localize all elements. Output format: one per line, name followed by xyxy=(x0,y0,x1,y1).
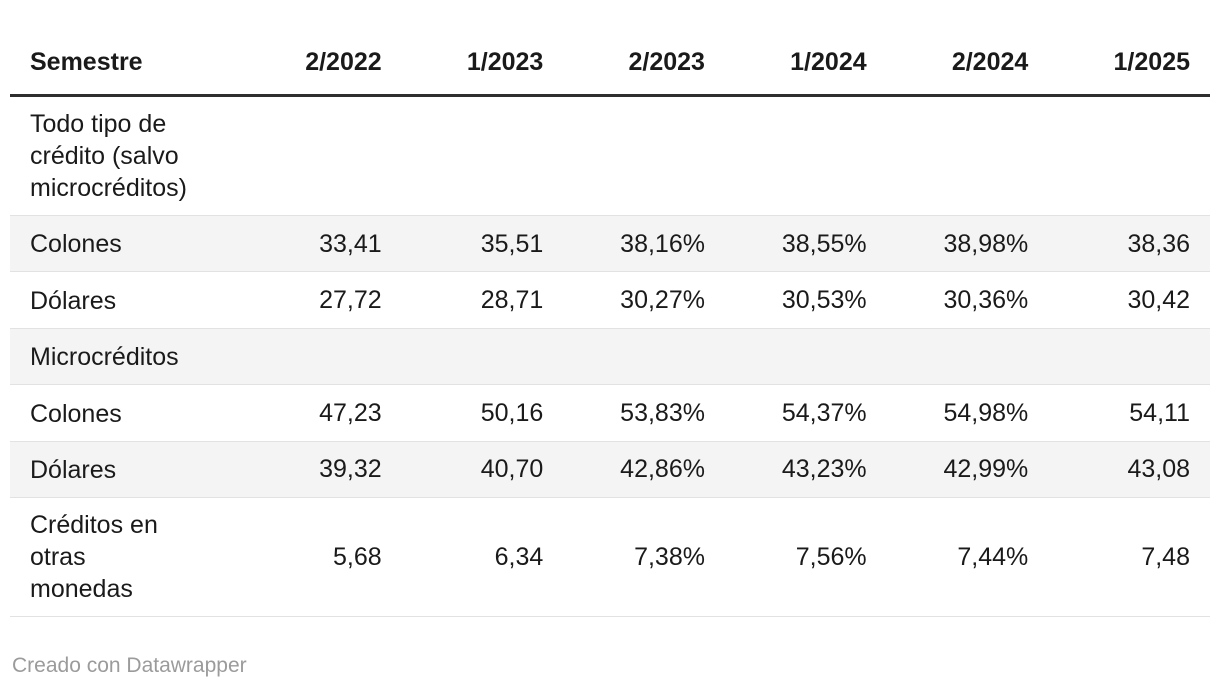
row-label-text: Microcréditos xyxy=(30,343,179,372)
cell-value: 38,55% xyxy=(724,215,887,273)
cell-value: 54,37% xyxy=(724,384,887,442)
cell-value: 43,23% xyxy=(724,441,887,498)
row-label: Todo tipo de crédito (salvo microcrédito… xyxy=(10,95,240,216)
row-label-text: Todo tipo de crédito (salvo microcrédito… xyxy=(30,110,187,202)
column-header-semestre: Semestre xyxy=(10,18,240,97)
cell-value xyxy=(1048,328,1210,386)
cell-value: 38,98% xyxy=(886,215,1049,273)
row-label-text: Colones xyxy=(30,230,122,259)
cell-value: 30,53% xyxy=(724,271,887,329)
cell-value: 38,36 xyxy=(1048,215,1210,273)
cell-value xyxy=(563,95,725,216)
cell-value xyxy=(240,328,402,386)
cell-value: 35,51 xyxy=(401,215,564,273)
cell-value: 6,34 xyxy=(401,497,564,617)
row-label: Colones xyxy=(10,384,240,442)
cell-value xyxy=(886,95,1049,216)
row-label-text: Colones xyxy=(30,399,122,428)
cell-value: 39,32 xyxy=(240,441,402,498)
row-label-text: Dólares xyxy=(30,286,117,315)
cell-value: 38,16% xyxy=(563,215,725,273)
cell-value: 30,42 xyxy=(1048,271,1210,329)
table-row: Dólares 39,32 40,70 42,86% 43,23% 42,99% 43,08 xyxy=(10,441,1210,498)
table-row: Colones 47,23 50,16 53,83% 54,37% 54,98% 54,11 xyxy=(10,384,1210,442)
cell-value: 7,44% xyxy=(886,497,1049,617)
table-row: Dólares 27,72 28,71 30,27% 30,53% 30,36% 30,42 xyxy=(10,271,1210,329)
row-label: Microcréditos xyxy=(10,328,240,386)
cell-value: 30,27% xyxy=(563,271,725,329)
attribution-link[interactable]: Creado con Datawrapper xyxy=(12,653,247,677)
column-header: 2/2024 xyxy=(886,18,1049,97)
section-row: Todo tipo de crédito (salvo microcrédito… xyxy=(10,95,1210,216)
column-header: 1/2025 xyxy=(1048,18,1210,97)
cell-value: 33,41 xyxy=(240,215,402,273)
table-body: Todo tipo de crédito (salvo microcrédito… xyxy=(10,95,1210,617)
cell-value: 30,36% xyxy=(886,271,1049,329)
cell-value: 50,16 xyxy=(401,384,564,442)
cell-value: 7,38% xyxy=(563,497,725,617)
cell-value: 27,72 xyxy=(240,271,402,329)
cell-value xyxy=(886,328,1049,386)
cell-value: 40,70 xyxy=(401,441,564,498)
cell-value xyxy=(1048,95,1210,216)
cell-value xyxy=(401,95,564,216)
cell-value: 7,48 xyxy=(1048,497,1210,617)
cell-value xyxy=(563,328,725,386)
table-row: Créditos en otras monedas 5,68 6,34 7,38% 7,… xyxy=(10,497,1210,617)
cell-value: 42,99% xyxy=(886,441,1049,498)
cell-value: 5,68 xyxy=(240,497,402,617)
cell-value: 7,56% xyxy=(724,497,887,617)
table-header: Semestre 2/2022 1/2023 2/2023 1/2024 2/2024 1/… xyxy=(10,18,1210,97)
row-label-text: Créditos en otras monedas xyxy=(30,510,158,603)
cell-value: 28,71 xyxy=(401,271,564,329)
row-label: Dólares xyxy=(10,441,240,498)
data-table: Semestre 2/2022 1/2023 2/2023 1/2024 2/2024 1/… xyxy=(10,18,1210,617)
row-label: Créditos en otras monedas xyxy=(10,497,240,617)
cell-value xyxy=(724,95,887,216)
cell-value: 43,08 xyxy=(1048,441,1210,498)
row-label: Dólares xyxy=(10,271,240,329)
row-label: Colones xyxy=(10,215,240,273)
row-label-text: Dólares xyxy=(30,455,117,484)
column-header: 1/2024 xyxy=(724,18,887,97)
section-row: Microcréditos xyxy=(10,328,1210,386)
table-row: Colones 33,41 35,51 38,16% 38,55% 38,98% 38,36 xyxy=(10,215,1210,273)
cell-value: 54,11 xyxy=(1048,384,1210,442)
cell-value: 47,23 xyxy=(240,384,402,442)
cell-value: 53,83% xyxy=(563,384,725,442)
attribution: Creado con Datawrapper xyxy=(12,653,1210,679)
cell-value xyxy=(401,328,564,386)
cell-value: 42,86% xyxy=(563,441,725,498)
cell-value xyxy=(240,95,402,216)
column-header: 1/2023 xyxy=(401,18,564,97)
cell-value xyxy=(724,328,887,386)
header-row: Semestre 2/2022 1/2023 2/2023 1/2024 2/2024 1/… xyxy=(10,18,1210,97)
cell-value: 54,98% xyxy=(886,384,1049,442)
column-header: 2/2023 xyxy=(563,18,725,97)
column-header: 2/2022 xyxy=(240,18,402,97)
